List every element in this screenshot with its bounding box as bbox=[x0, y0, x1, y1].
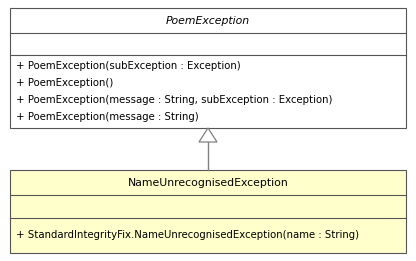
Text: NameUnrecognisedException: NameUnrecognisedException bbox=[128, 177, 288, 187]
Text: + PoemException(message : String, subException : Exception): + PoemException(message : String, subExc… bbox=[16, 95, 332, 105]
Bar bbox=[10, 8, 406, 128]
Polygon shape bbox=[199, 128, 217, 142]
Text: PoemException: PoemException bbox=[166, 15, 250, 26]
Text: + StandardIntegrityFix.NameUnrecognisedException(name : String): + StandardIntegrityFix.NameUnrecognisedE… bbox=[16, 230, 359, 240]
Text: + PoemException(message : String): + PoemException(message : String) bbox=[16, 112, 199, 122]
Text: + PoemException(subException : Exception): + PoemException(subException : Exception… bbox=[16, 61, 241, 71]
Text: + PoemException(): + PoemException() bbox=[16, 78, 114, 88]
Bar bbox=[10, 170, 406, 253]
